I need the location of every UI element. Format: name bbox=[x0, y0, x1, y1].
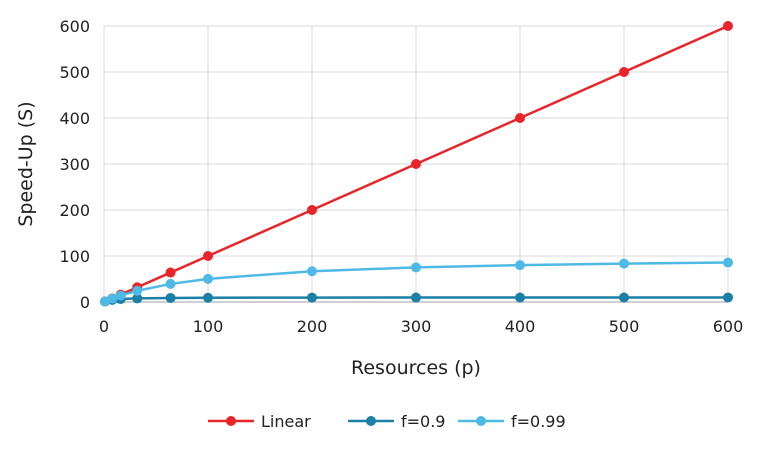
data-point bbox=[107, 293, 118, 304]
data-point bbox=[515, 113, 525, 123]
data-point bbox=[619, 258, 629, 269]
data-point bbox=[165, 278, 176, 289]
x-tick-label: 0 bbox=[99, 317, 109, 336]
x-tick-label: 400 bbox=[505, 317, 536, 336]
legend-label: f=0.9 bbox=[401, 412, 445, 431]
data-point bbox=[203, 273, 213, 284]
y-tick-label: 500 bbox=[59, 63, 90, 82]
x-tick-label: 200 bbox=[297, 317, 328, 336]
data-point bbox=[723, 21, 733, 31]
data-point bbox=[411, 159, 421, 169]
data-point bbox=[411, 262, 421, 273]
data-point bbox=[515, 260, 525, 271]
data-point bbox=[723, 257, 733, 268]
y-tick-label: 600 bbox=[59, 17, 90, 36]
data-point bbox=[203, 251, 213, 261]
y-axis-label: Speed-Up (S) bbox=[15, 101, 37, 226]
legend-swatch-marker bbox=[476, 416, 486, 426]
legend-label: f=0.99 bbox=[511, 412, 566, 431]
data-point bbox=[165, 267, 176, 278]
y-tick-label: 200 bbox=[59, 201, 90, 220]
data-point bbox=[132, 285, 143, 296]
y-tick-label: 400 bbox=[59, 109, 90, 128]
x-tick-label: 300 bbox=[401, 317, 432, 336]
data-point bbox=[115, 290, 126, 301]
data-point bbox=[132, 293, 143, 304]
data-point bbox=[515, 292, 525, 303]
y-tick-label: 100 bbox=[59, 247, 90, 266]
data-point bbox=[203, 292, 213, 303]
data-point bbox=[307, 292, 317, 303]
legend-label: Linear bbox=[261, 412, 311, 431]
data-point bbox=[411, 292, 421, 303]
data-point bbox=[723, 292, 733, 303]
y-tick-label: 0 bbox=[80, 293, 90, 312]
legend: Linear f=0.9 f=0.99 bbox=[208, 412, 566, 431]
legend-swatch-marker bbox=[366, 416, 376, 426]
y-tick-label: 300 bbox=[59, 155, 90, 174]
legend-swatch-marker bbox=[226, 416, 236, 426]
x-tick-label: 500 bbox=[609, 317, 640, 336]
x-tick-label: 100 bbox=[193, 317, 224, 336]
data-point bbox=[619, 67, 629, 77]
data-point bbox=[307, 205, 317, 215]
data-point bbox=[307, 266, 317, 277]
data-point bbox=[619, 292, 629, 303]
data-point bbox=[165, 292, 176, 303]
x-tick-label: 600 bbox=[713, 317, 744, 336]
x-axis-label: Resources (p) bbox=[351, 357, 481, 379]
